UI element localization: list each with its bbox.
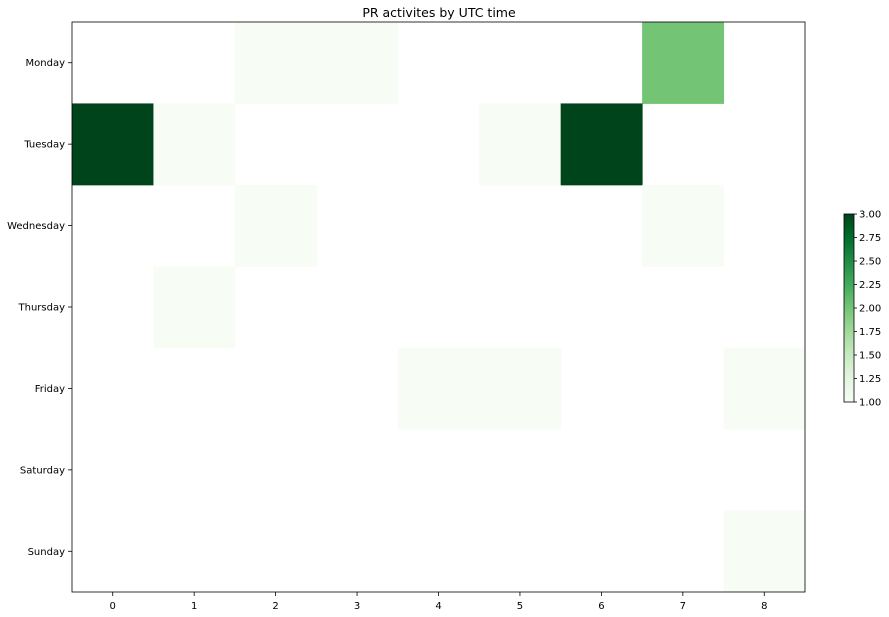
heatmap-cell xyxy=(234,22,317,104)
colorbar: 1.00 1.25 1.50 1.75 2.00 2.25 2.50 2.75 3.00 xyxy=(843,210,881,409)
y-tick-label: Saturday xyxy=(20,465,65,476)
colorbar-tick-label: 1.50 xyxy=(859,351,881,362)
heatmap-cell xyxy=(234,184,317,267)
x-axis: 0 1 2 3 4 5 6 7 8 xyxy=(110,592,767,612)
colorbar-tick-label: 1.25 xyxy=(859,374,881,385)
colorbar-tick-label: 2.25 xyxy=(859,280,881,291)
heatmap-cell xyxy=(723,510,806,593)
x-tick-label: 6 xyxy=(598,601,604,612)
colorbar-tick-label: 3.00 xyxy=(859,210,881,221)
heatmap-cell xyxy=(72,103,154,186)
colorbar-tick-label: 2.75 xyxy=(859,233,881,244)
x-tick-label: 3 xyxy=(354,601,360,612)
x-tick-label: 4 xyxy=(435,601,441,612)
colorbar-gradient xyxy=(843,213,855,403)
y-tick-label: Sunday xyxy=(28,547,65,558)
colorbar-tick-label: 2.50 xyxy=(859,257,881,268)
y-tick-label: Monday xyxy=(26,58,66,69)
colorbar-tick-label: 1.00 xyxy=(859,398,881,409)
x-tick-label: 7 xyxy=(680,601,686,612)
heatmap-cell xyxy=(153,103,236,186)
heatmap-cell xyxy=(153,266,236,349)
colorbar-tick-label: 1.75 xyxy=(859,327,881,338)
heatmap-cell xyxy=(560,103,643,186)
heatmap-cell xyxy=(316,22,399,104)
colorbar-tick-label: 2.00 xyxy=(859,304,881,315)
x-tick-label: 0 xyxy=(110,601,116,612)
x-tick-label: 2 xyxy=(272,601,278,612)
heatmap-cells xyxy=(72,22,806,593)
heatmap-cell xyxy=(397,347,480,430)
y-tick-label: Tuesday xyxy=(23,140,65,151)
chart-title: PR activites by UTC time xyxy=(362,5,516,20)
y-tick-label: Wednesday xyxy=(7,221,65,232)
heatmap-cell xyxy=(723,347,806,430)
y-tick-label: Thursday xyxy=(18,303,66,314)
heatmap-cell xyxy=(479,347,562,430)
heatmap-cell xyxy=(642,184,725,267)
x-tick-label: 1 xyxy=(191,601,197,612)
x-tick-label: 8 xyxy=(761,601,767,612)
heatmap-cell xyxy=(642,22,725,104)
y-tick-label: Friday xyxy=(35,384,65,395)
heatmap-cell xyxy=(479,103,562,186)
x-tick-label: 5 xyxy=(517,601,523,612)
y-axis: Monday Tuesday Wednesday Thursday Friday Satu… xyxy=(7,58,72,558)
